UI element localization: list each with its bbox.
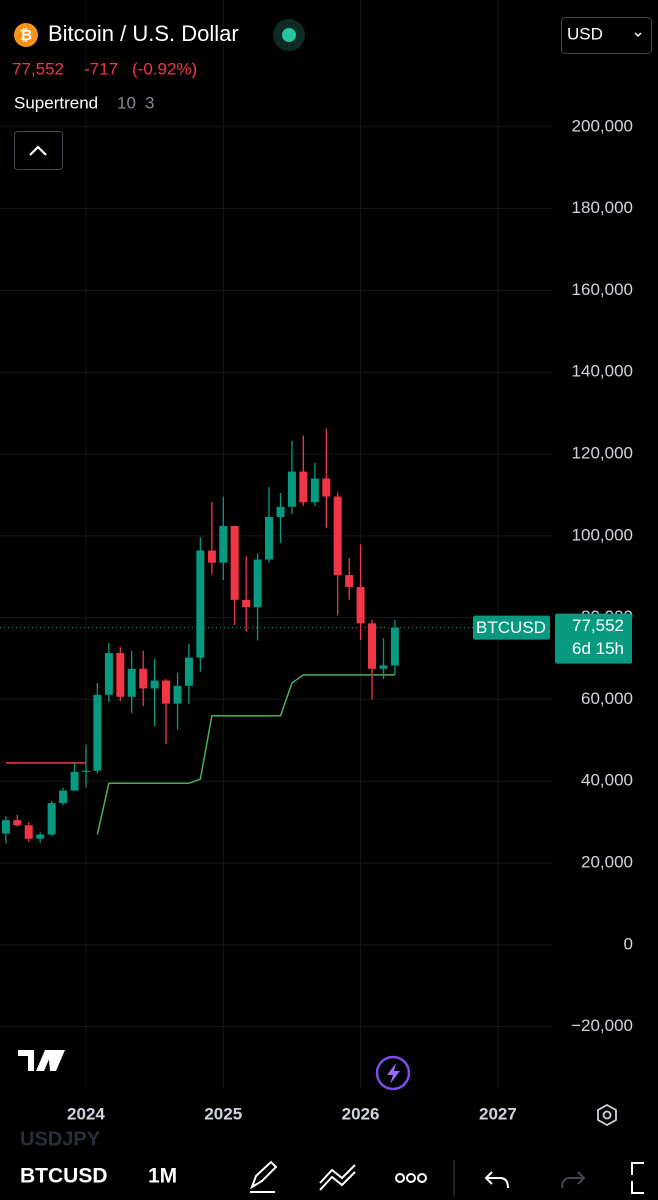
candle-body (367, 623, 376, 669)
chevron-up (29, 145, 47, 156)
title: Bitcoin / U.S. Dollar (48, 21, 239, 46)
candle-body (287, 471, 296, 507)
y-tick-label: 200,000 (572, 116, 633, 135)
currency-select[interactable] (561, 17, 652, 54)
y-tick-label: −20,000 (571, 1016, 633, 1035)
peek-symbol: USDJPY (20, 1128, 101, 1150)
settings-icon-center (602, 1110, 612, 1120)
price: 77,552 (12, 59, 64, 78)
supertrend-up (96, 674, 395, 835)
currency: USD (567, 24, 603, 43)
lightning (387, 1063, 400, 1084)
fullscreen-icon[interactable] (631, 1162, 644, 1194)
indicator-name[interactable]: Supertrend (14, 93, 98, 112)
y-tick-label: 160,000 (572, 280, 633, 299)
candle-body (13, 820, 22, 826)
status-dot (282, 28, 296, 42)
candle-body (24, 825, 33, 839)
undo-icon[interactable] (484, 1171, 509, 1189)
candle-body (345, 575, 354, 587)
btc-glyph: ₿ (20, 27, 32, 44)
x-tick-label: 2024 (67, 1104, 105, 1123)
candle-body (299, 471, 308, 503)
candle-body (253, 559, 262, 608)
price-tag (555, 613, 632, 664)
x-tick-label: 2026 (342, 1104, 380, 1123)
indicators-icon[interactable] (319, 1164, 356, 1191)
draw-icon[interactable] (250, 1160, 278, 1193)
symbol-tag (473, 615, 550, 640)
candle-body (310, 478, 319, 503)
symbol-tag-label: BTCUSD (476, 618, 546, 637)
candle-body (207, 550, 216, 563)
candle-body (264, 517, 273, 560)
candle-body (322, 478, 331, 497)
y-tick-label: 20,000 (581, 853, 633, 872)
price-tag-value: 77,552 (572, 616, 624, 635)
indicator-factor: 3 (145, 93, 154, 112)
candle-body (47, 803, 56, 835)
indicator-length: 10 (117, 93, 136, 112)
x-tick-label: 2027 (479, 1104, 517, 1123)
candle-body (59, 790, 68, 804)
candle-body (162, 680, 171, 704)
candle-body (93, 694, 102, 771)
change-pct: (-0.92%) (132, 59, 197, 78)
candle-body (196, 550, 205, 658)
candle-body (230, 526, 239, 600)
candle-body (379, 665, 388, 669)
toolbar (0, 1150, 658, 1200)
lightning-ring[interactable] (375, 1055, 411, 1091)
settings-icon[interactable] (597, 1103, 617, 1127)
change: -717 (84, 59, 118, 78)
collapse-button[interactable] (14, 131, 63, 170)
candle-body (276, 506, 285, 518)
y-tick-label: 40,000 (581, 771, 633, 790)
candle-body (104, 653, 113, 695)
candle-body (242, 599, 251, 608)
redo-icon[interactable] (561, 1171, 586, 1189)
interval[interactable]: 1M (148, 1165, 177, 1188)
candle-body (1, 820, 10, 834)
more-icon[interactable] (395, 1173, 427, 1183)
candle-body (333, 496, 342, 576)
plot: −20,000020,00040,00060,00080,000100,0001… (0, 0, 633, 1123)
y-tick-label: 180,000 (572, 198, 633, 217)
y-tick-label: 100,000 (572, 525, 633, 544)
y-tick-label: 120,000 (572, 443, 633, 462)
dropdown-chevron (634, 32, 642, 38)
candle-body (390, 627, 399, 666)
y-tick-label: 60,000 (581, 689, 633, 708)
candle-body (70, 771, 79, 791)
candle-body (127, 668, 136, 697)
candle-body (139, 668, 148, 689)
x-tick-label: 2025 (204, 1104, 242, 1123)
candle-body (184, 657, 193, 686)
candle-body (173, 685, 182, 704)
candle-body (116, 653, 125, 697)
candle-body (81, 770, 90, 772)
candle-body (150, 680, 159, 689)
candle-body (356, 586, 365, 624)
symbol[interactable]: BTCUSD (20, 1165, 108, 1188)
y-tick-label: 140,000 (572, 362, 633, 381)
y-tick-label: 0 (624, 934, 633, 953)
price-tag-countdown: 6d 15h (572, 639, 624, 658)
tv-logo (18, 1050, 65, 1071)
candle-body (219, 526, 228, 563)
candle-body (36, 834, 45, 839)
btc-icon (14, 23, 38, 47)
